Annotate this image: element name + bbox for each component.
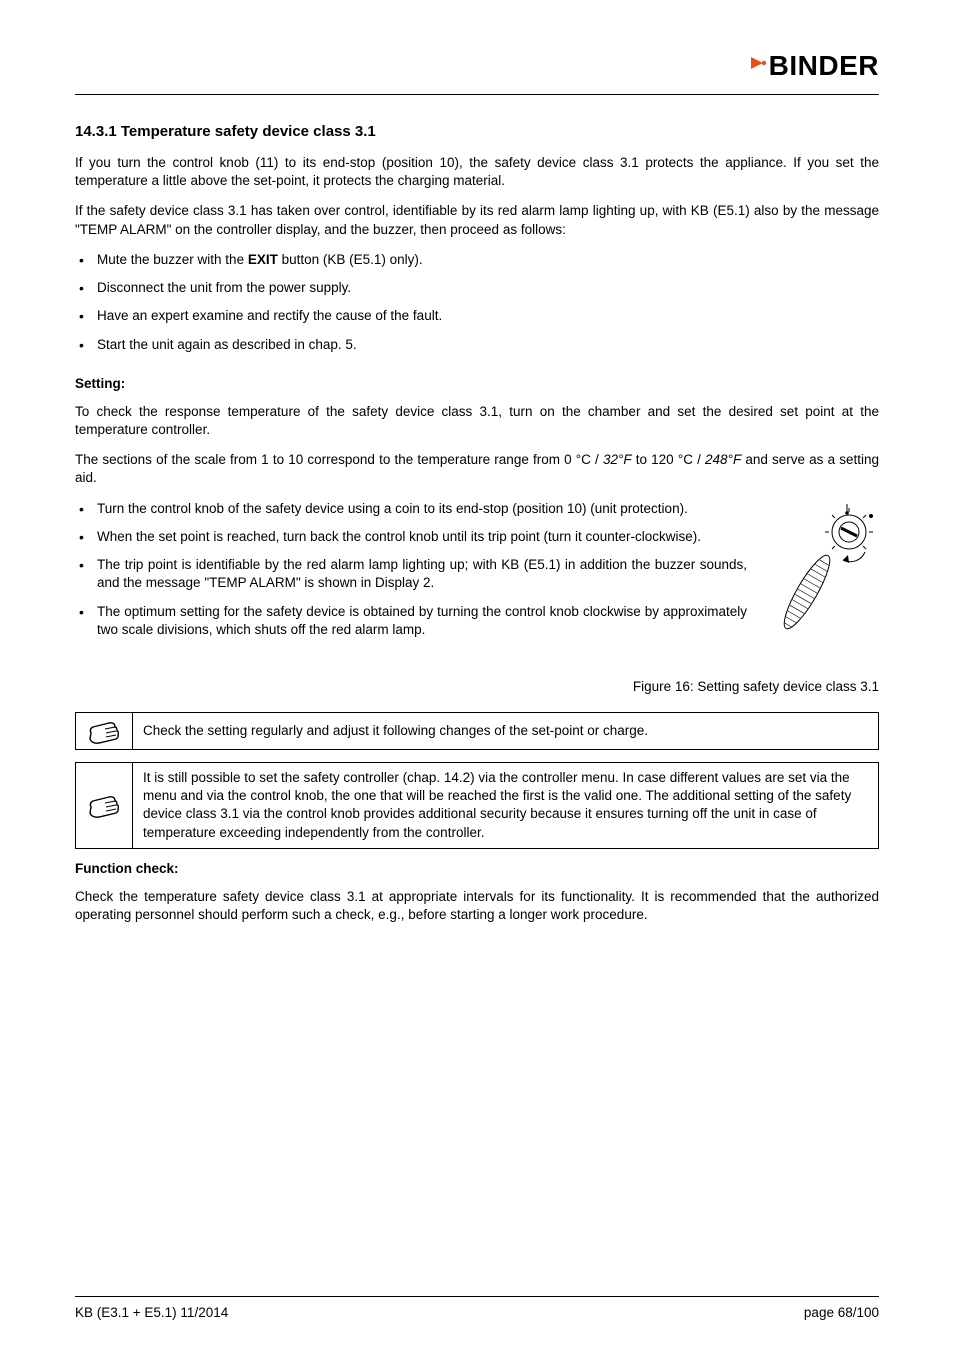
list-item: Turn the control knob of the safety devi… [75, 500, 747, 518]
bullet-list-2: Turn the control knob of the safety devi… [75, 500, 747, 649]
paragraph: Check the temperature safety device clas… [75, 888, 879, 924]
bullet-list-1: Mute the buzzer with the EXIT button (KB… [75, 251, 879, 354]
knob-illustration [769, 502, 879, 637]
header-rule [75, 94, 879, 95]
hand-point-icon [76, 713, 133, 749]
paragraph: To check the response temperature of the… [75, 403, 879, 439]
note-text: Check the setting regularly and adjust i… [133, 713, 878, 749]
logo-triangle-icon [749, 53, 769, 79]
note-box-1: Check the setting regularly and adjust i… [75, 712, 879, 750]
page-footer: KB (E3.1 + E5.1) 11/2014 page 68/100 [75, 1296, 879, 1320]
paragraph: The sections of the scale from 1 to 10 c… [75, 451, 879, 487]
list-item: Start the unit again as described in cha… [75, 336, 879, 354]
footer-right: page 68/100 [804, 1305, 879, 1320]
footer-rule [75, 1296, 879, 1297]
list-item: When the set point is reached, turn back… [75, 528, 747, 546]
list-item: The optimum setting for the safety devic… [75, 603, 747, 639]
setting-label: Setting: [75, 376, 879, 391]
note-text: It is still possible to set the safety c… [133, 763, 878, 848]
list-item: Mute the buzzer with the EXIT button (KB… [75, 251, 879, 269]
hand-point-icon [76, 763, 133, 848]
figure-caption: Figure 16: Setting safety device class 3… [75, 679, 879, 694]
list-item: Disconnect the unit from the power suppl… [75, 279, 879, 297]
function-check-label: Function check: [75, 861, 879, 876]
note-box-2: It is still possible to set the safety c… [75, 762, 879, 849]
section-heading: 14.3.1 Temperature safety device class 3… [75, 123, 879, 140]
paragraph: If you turn the control knob (11) to its… [75, 154, 879, 190]
logo-text: BINDER [769, 50, 879, 81]
footer-left: KB (E3.1 + E5.1) 11/2014 [75, 1305, 228, 1320]
paragraph: If the safety device class 3.1 has taken… [75, 202, 879, 238]
list-item: The trip point is identifiable by the re… [75, 556, 747, 592]
list-item: Have an expert examine and rectify the c… [75, 307, 879, 325]
brand-logo: BINDER [75, 50, 879, 82]
